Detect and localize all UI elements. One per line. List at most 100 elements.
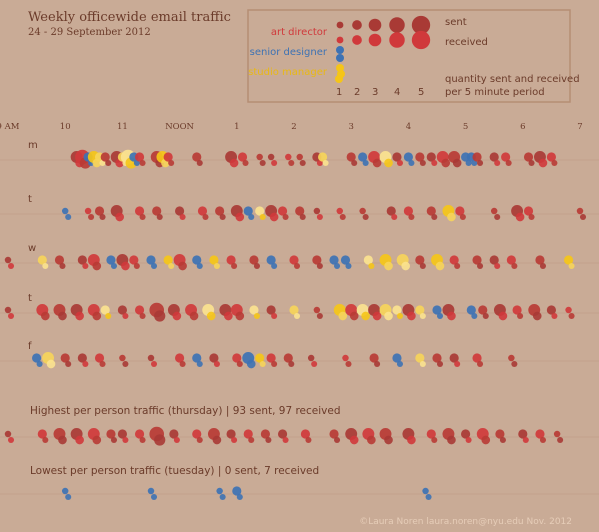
day-row-received-bubble [454, 360, 461, 368]
day-row-received-bubble [231, 262, 238, 270]
day-row-received-bubble [172, 311, 182, 321]
day-row-sent-bubble [175, 353, 185, 363]
day-row-sent-bubble [472, 255, 482, 265]
day-row-received-bubble [568, 312, 575, 320]
day-row-received-bubble [213, 262, 220, 270]
day-row-sent-bubble [307, 354, 315, 362]
highest-row-sent-bubble [134, 429, 145, 439]
day-row-received-bubble [322, 159, 329, 167]
day-row-received-bubble [447, 212, 456, 222]
day-row-sent-bubble [415, 152, 425, 162]
day-row-received-bubble [58, 311, 67, 321]
legend-scale-4: 4 [394, 87, 400, 98]
credit-text: ©Laura Noren laura.noren@nyu.edu Nov. 20… [359, 517, 572, 527]
day-row-received-bubble [408, 213, 415, 221]
day-row-sent-bubble [255, 353, 265, 363]
day-row-received-bubble [139, 312, 146, 320]
day-row-received-bubble [59, 262, 66, 270]
day-row-sent-bubble [283, 353, 293, 363]
day-row-sent-bubble [197, 206, 208, 216]
day-row-received-bubble [391, 213, 398, 221]
day-row-sent-bubble [508, 354, 515, 362]
day-row-sent-bubble [192, 152, 202, 162]
day-row-received-bubble [271, 262, 278, 270]
day-row-received-bubble [65, 360, 72, 368]
day-row-received-bubble [441, 158, 451, 168]
highest-row-received-bubble [231, 436, 238, 444]
day-row-received-bubble [532, 311, 542, 321]
day-row-received-bubble [419, 159, 426, 167]
day-row-sent-bubble [415, 255, 425, 265]
day-row-received-bubble [316, 159, 323, 167]
day-row-sent-bubble [432, 305, 442, 315]
day-row-sent-bubble [215, 206, 225, 216]
day-row-received-bubble [494, 213, 501, 221]
highest-row-received-bubble [212, 435, 222, 445]
day-row-received-bubble [206, 311, 216, 321]
day-row-sent-bubble [313, 306, 321, 314]
day-row-received-bubble [436, 312, 444, 320]
legend-scale-1: 1 [336, 87, 342, 98]
day-row-received-bubble [110, 262, 117, 270]
day-row-sent-bubble [129, 255, 139, 265]
highest-row-sent-bubble [226, 429, 236, 439]
day-row-sent-bubble [266, 255, 276, 265]
legend-senior-designer-circle [336, 46, 344, 54]
day-row-received-bubble [248, 213, 255, 221]
day-row-received-bubble [202, 213, 209, 221]
highest-row-received-bubble [42, 436, 49, 444]
day-row-received-bubble [46, 359, 56, 369]
day-row-received-bubble [139, 213, 146, 221]
day-row-received-bubble [196, 262, 203, 270]
day-row-sent-bubble [4, 306, 12, 314]
legend-note-line1: quantity sent and received [445, 74, 580, 85]
highest-traffic-row [0, 426, 599, 446]
day-row-sent-bubble [472, 353, 482, 363]
day-row-received-bubble [168, 159, 175, 167]
day-row-received-bubble [253, 262, 260, 270]
highest-row-sent-bubble [243, 429, 253, 439]
day-row-sent-bubble [386, 206, 396, 216]
day-row-received-bubble [452, 158, 462, 168]
highest-row-sent-bubble [329, 429, 339, 439]
day-row-sent-bubble [489, 255, 499, 265]
day-row-sent-bubble [100, 152, 110, 162]
day-row-sent-bubble [432, 353, 442, 363]
day-row-sent-bubble [134, 305, 145, 315]
legend-scale-3: 3 [372, 87, 378, 98]
day-row-received-bubble [505, 159, 512, 167]
day-row-sent-bubble [449, 353, 459, 363]
highest-row-received-bubble [334, 436, 341, 444]
day-row-received-bubble [189, 311, 199, 321]
day-row-received-bubble [271, 159, 278, 167]
legend-received-circle [352, 35, 362, 45]
day-row-received-bubble [271, 312, 278, 320]
day-row-sent-bubble [403, 152, 413, 162]
day-row-received-bubble [269, 212, 279, 222]
day-row-sent-bubble [563, 255, 574, 265]
day-row-received-bubble [75, 311, 84, 321]
x-tick-label: 6 [520, 122, 525, 132]
day-row-received-bubble [374, 360, 381, 368]
day-row-received-bubble [229, 158, 239, 168]
x-tick-label: 4 [406, 122, 411, 132]
day-row-received-bubble [372, 311, 382, 321]
day-row: m [0, 140, 599, 169]
day-row-sent-bubble [77, 255, 87, 265]
day-row-sent-bubble [449, 255, 459, 265]
day-row-received-bubble [396, 312, 403, 320]
day-row-received-bubble [122, 312, 129, 320]
day-row-received-bubble [316, 213, 323, 221]
day-row-received-bubble [362, 159, 369, 167]
lowest-row-sent-bubble [422, 487, 429, 495]
day-row-received-bubble [213, 360, 220, 368]
day-row-sent-bubble [336, 207, 343, 215]
day-row-sent-bubble [243, 206, 253, 216]
day-row-sent-bubble [565, 306, 572, 314]
day-row-received-bubble [299, 159, 306, 167]
day-row-received-bubble [517, 312, 524, 320]
day-row-received-bubble [105, 312, 112, 320]
day-row-sent-bubble [363, 255, 373, 265]
day-row-received-bubble [447, 311, 456, 321]
